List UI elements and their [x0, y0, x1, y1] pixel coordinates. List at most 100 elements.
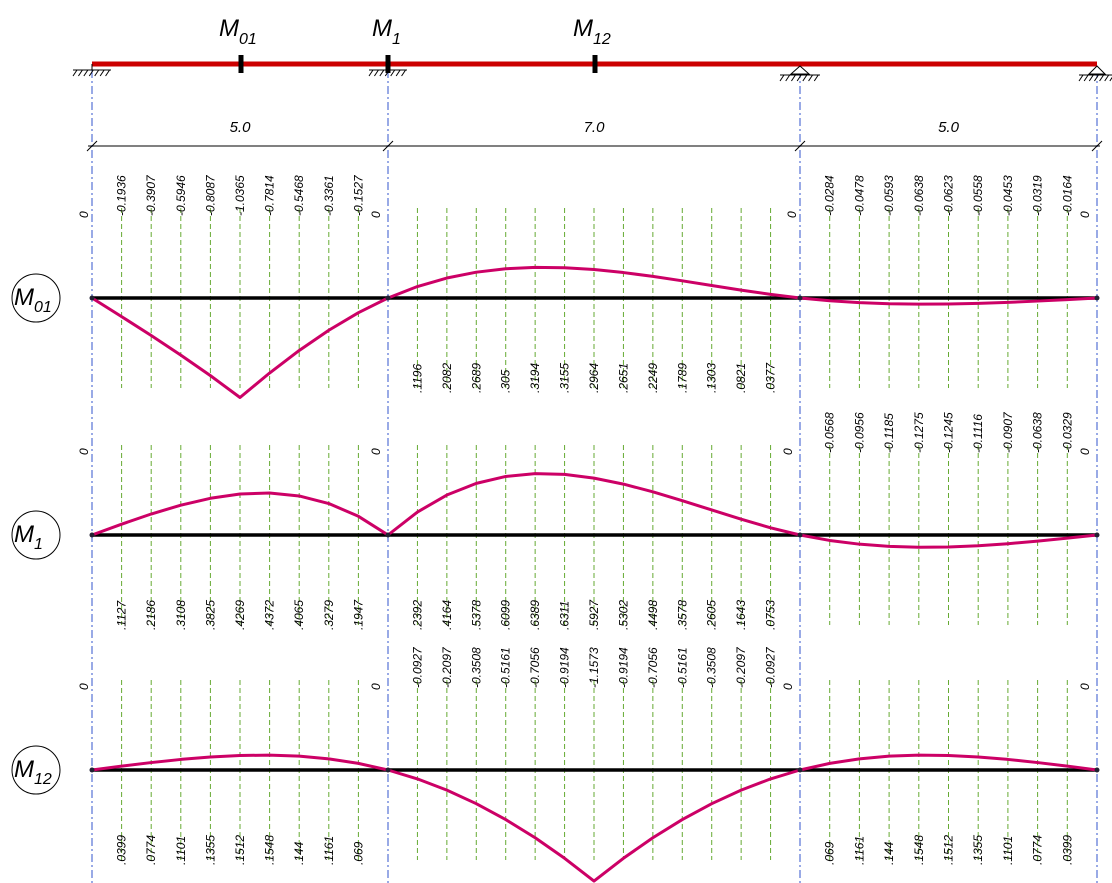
ordinate-value: -0.0329 — [1060, 412, 1074, 453]
ordinate-value: -0.3907 — [144, 174, 158, 216]
ordinate-value: .069 — [823, 841, 837, 865]
ordinate-value: .2186 — [144, 600, 158, 630]
ordinate-value: -0.9194 — [558, 647, 572, 688]
diagram-label-circle — [11, 273, 61, 323]
ordinate-value: -0.0593 — [882, 175, 896, 216]
ordinate-value: -0.0558 — [971, 175, 985, 216]
ordinate-value: .1355 — [971, 835, 985, 865]
ordinate-value: .144 — [292, 841, 306, 865]
ordinate-value: .4372 — [263, 600, 277, 630]
support-node — [89, 295, 95, 301]
ordinate-value: .1947 — [351, 599, 365, 630]
support-node — [89, 767, 95, 773]
ordinate-value: -0.8087 — [203, 174, 217, 216]
dimension-tick — [382, 140, 394, 152]
ordinate-value: -0.5946 — [174, 175, 188, 216]
ordinate-value: .1127 — [115, 600, 129, 630]
ordinate-value: .2689 — [469, 363, 483, 393]
ordinate-value: .1548 — [912, 835, 926, 865]
ordinate-value: .1101 — [1001, 836, 1015, 865]
ordinate-end-zero: 0 — [369, 448, 383, 455]
ordinate-value: -0.3508 — [705, 647, 719, 688]
ordinate-value: .3155 — [558, 363, 572, 393]
support-node — [1094, 767, 1100, 773]
ordinate-value: .2605 — [705, 600, 719, 630]
ordinate-end-zero: 0 — [369, 211, 383, 218]
dimension-tick — [794, 140, 806, 152]
ordinate-value: -0.0638 — [1031, 412, 1045, 453]
ordinate-value: .1548 — [263, 835, 277, 865]
ordinate-value: .144 — [882, 841, 896, 865]
ordinate-value: -0.0907 — [1001, 411, 1015, 453]
ordinate-value: .2249 — [646, 363, 660, 393]
ordinate-value: .6389 — [528, 600, 542, 630]
ordinate-value: -0.0478 — [852, 175, 866, 216]
ordinate-value: .0821 — [734, 363, 748, 393]
influence-diagram-2: .1127 .2186 .3108 .3825 .4269 .4372 .4065 .3279… — [11, 411, 1100, 630]
support-node — [385, 532, 391, 538]
ordinate-value: -0.7056 — [646, 647, 660, 688]
support-node — [1094, 532, 1100, 538]
support-node — [1094, 295, 1100, 301]
section-marker — [592, 55, 598, 73]
span-length-label: 5.0 — [938, 119, 960, 136]
ordinate-value: -0.1185 — [882, 413, 896, 453]
section-marker — [385, 55, 391, 73]
ordinate-value: .2964 — [587, 363, 601, 393]
ordinate-value: -0.0319 — [1031, 175, 1045, 216]
influence-curve — [91, 753, 1098, 883]
ordinate-value: -0.1936 — [115, 175, 129, 216]
ordinate-value: .3578 — [675, 600, 689, 630]
section-label: M12 — [573, 15, 611, 48]
section-label: M01 — [219, 15, 257, 48]
ordinate-value: .1512 — [233, 835, 247, 865]
diagram-label-circle — [11, 745, 61, 795]
ordinate-value: -0.0927 — [764, 646, 778, 688]
ordinate-value: .4164 — [440, 600, 454, 630]
ordinate-value: .1512 — [942, 835, 956, 865]
dimension-tick — [86, 140, 98, 152]
ordinate-value: -0.0623 — [942, 175, 956, 216]
influence-curve — [91, 265, 1098, 400]
ordinate-value: -0.5161 — [499, 647, 513, 688]
ordinate-value: -0.0164 — [1060, 175, 1074, 216]
influence-diagram-1: -0.1936 -0.3907 -0.5946 -0.8087 -1.0365 -0.78… — [11, 174, 1100, 400]
ordinate-value: -0.0638 — [912, 175, 926, 216]
ordinate-value: -0.2097 — [734, 646, 748, 688]
ordinate-end-zero: 0 — [77, 683, 91, 690]
support-node — [797, 295, 803, 301]
ordinate-value: -0.7056 — [528, 647, 542, 688]
diagram-label-circle — [11, 510, 61, 560]
ordinate-value: -0.0453 — [1001, 175, 1015, 216]
ordinate-value: .5302 — [616, 600, 630, 630]
ordinate-value: .2651 — [616, 363, 630, 393]
ordinate-end-zero: 0 — [785, 211, 799, 218]
ordinate-value: .3279 — [322, 600, 336, 630]
ordinate-end-zero: 0 — [1078, 683, 1092, 690]
ordinate-value: -0.1116 — [971, 414, 985, 453]
ordinate-value: -1.0365 — [233, 175, 247, 216]
ordinate-end-zero: 0 — [77, 448, 91, 455]
right-support-pin — [1087, 65, 1107, 75]
ordinate-end-zero: 0 — [77, 211, 91, 218]
span-dimension-line: 5.0 7.0 5.0 — [86, 119, 1103, 152]
ordinate-value: .4269 — [233, 600, 247, 630]
section-label: M1 — [372, 15, 401, 48]
support-node — [385, 295, 391, 301]
ordinate-value: .0377 — [764, 362, 778, 393]
ordinate-end-zero: 0 — [1078, 448, 1092, 455]
span-length-label: 5.0 — [230, 119, 252, 136]
support-node — [797, 767, 803, 773]
ordinate-value: -0.9194 — [616, 647, 630, 688]
ordinate-value: .0753 — [764, 600, 778, 630]
dimension-tick — [1091, 140, 1103, 152]
ordinate-value: .6099 — [499, 600, 513, 630]
ordinate-value: .0399 — [1060, 835, 1074, 865]
ordinate-value: .1303 — [705, 363, 719, 393]
ordinate-value: .0774 — [1031, 835, 1045, 865]
ordinate-value: .6311 — [558, 601, 572, 630]
ordinate-value: .0774 — [144, 835, 158, 865]
ordinate-value: -0.3508 — [469, 647, 483, 688]
ordinate-value: .4065 — [292, 600, 306, 630]
